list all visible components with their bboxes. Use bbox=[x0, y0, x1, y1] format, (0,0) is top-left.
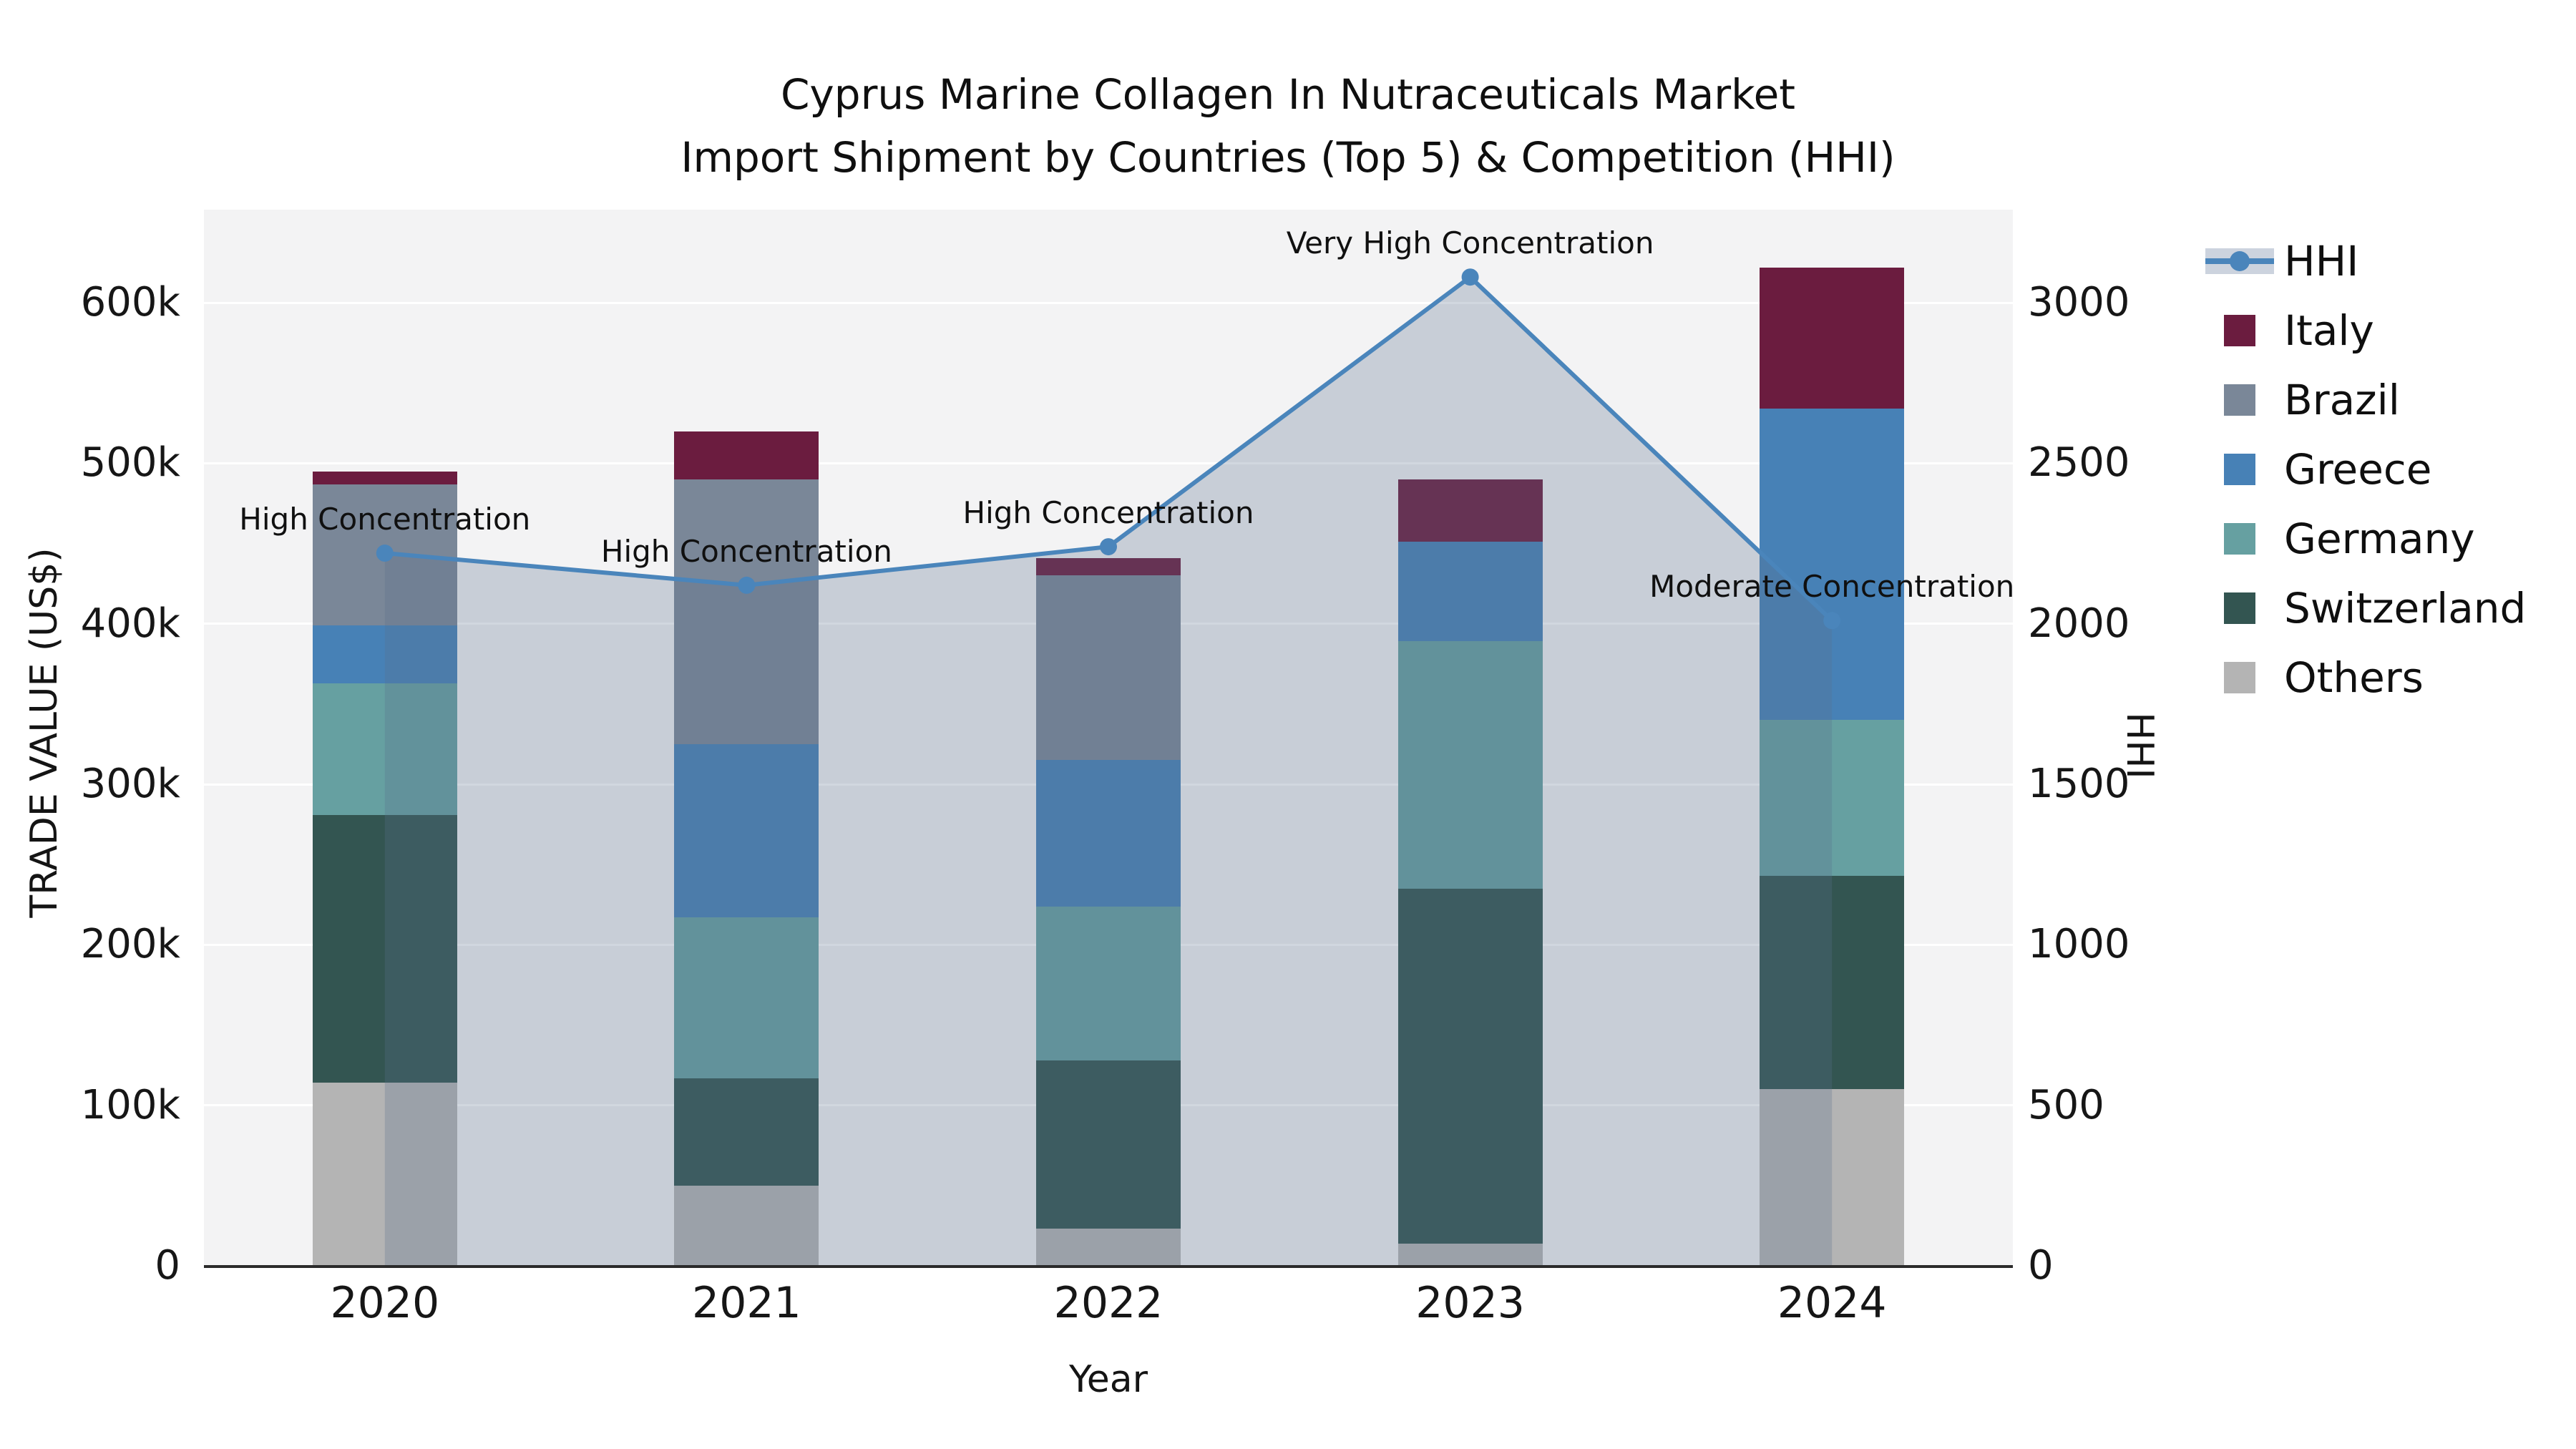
hhi-marker-2021 bbox=[738, 576, 756, 594]
bar-segment-others-2020 bbox=[312, 1083, 457, 1266]
hhi-line-layer bbox=[376, 268, 1841, 1266]
legend-label-brazil: Brazil bbox=[2284, 375, 2400, 424]
y-right-tick-label: 3000 bbox=[2028, 279, 2130, 326]
bar-segment-germany-2023 bbox=[1397, 641, 1543, 889]
y-right-tick-label: 0 bbox=[2028, 1242, 2054, 1289]
bar-segment-switzerland-2021 bbox=[674, 1078, 819, 1186]
gridline bbox=[204, 301, 2013, 304]
legend-item-brazil: Brazil bbox=[2205, 365, 2570, 434]
legend-label-germany: Germany bbox=[2284, 514, 2475, 563]
x-axis-title: Year bbox=[1068, 1358, 1148, 1401]
bar-segment-greece-2024 bbox=[1760, 409, 1905, 721]
x-tick-label-2021: 2021 bbox=[692, 1278, 801, 1328]
y-left-tick-label: 400k bbox=[80, 600, 180, 647]
y-left-tick-label: 600k bbox=[80, 279, 180, 326]
y-left-tick-label: 500k bbox=[80, 439, 180, 487]
bar-segment-germany-2024 bbox=[1760, 720, 1905, 876]
y-left-tick-label: 300k bbox=[80, 761, 180, 808]
bar-segment-germany-2021 bbox=[674, 917, 819, 1078]
legend-item-greece: Greece bbox=[2205, 434, 2570, 504]
legend-label-switzerland: Switzerland bbox=[2284, 583, 2527, 633]
gridline bbox=[204, 462, 2013, 464]
legend-swatch-others bbox=[2224, 661, 2255, 693]
legend-item-switzerland: Switzerland bbox=[2205, 573, 2570, 643]
y-right-tick-label: 500 bbox=[2028, 1081, 2104, 1128]
y-left-tick-label: 100k bbox=[80, 1081, 180, 1128]
bar-segment-switzerland-2023 bbox=[1397, 888, 1543, 1244]
bar-segment-switzerland-2020 bbox=[312, 814, 457, 1083]
legend-label-others: Others bbox=[2284, 653, 2424, 702]
right-axis-title: HHI bbox=[2118, 712, 2161, 779]
bar-segment-switzerland-2024 bbox=[1760, 875, 1905, 1090]
legend-swatch-brazil bbox=[2224, 384, 2255, 416]
hhi-annotation-2024: Moderate Concentration bbox=[1649, 569, 2015, 605]
legend-item-others: Others bbox=[2205, 643, 2570, 712]
y-left-tick-label: 200k bbox=[80, 921, 180, 968]
chart-title-line1: Cyprus Marine Collagen In Nutraceuticals… bbox=[780, 70, 1796, 119]
hhi-marker-2020 bbox=[376, 545, 394, 562]
bar-segment-switzerland-2022 bbox=[1036, 1060, 1181, 1229]
legend: HHI Italy Brazil Greece Germany Switzerland Ot… bbox=[2205, 226, 2570, 712]
y-right-tick-label: 1000 bbox=[2028, 921, 2130, 968]
bar-segment-italy-2020 bbox=[312, 471, 457, 484]
legend-swatch-switzerland bbox=[2224, 592, 2255, 624]
bar-segment-brazil-2022 bbox=[1036, 575, 1181, 761]
left-axis-title: TRADE VALUE (US$) bbox=[23, 547, 66, 918]
x-tick-label-2020: 2020 bbox=[330, 1278, 440, 1328]
x-tick-label-2022: 2022 bbox=[1053, 1278, 1163, 1328]
y-right-tick-label: 1500 bbox=[2028, 761, 2130, 808]
bar-segment-germany-2022 bbox=[1036, 906, 1181, 1060]
hhi-legend-sample-icon bbox=[2205, 248, 2274, 274]
y-right-tick-label: 2000 bbox=[2028, 600, 2130, 647]
legend-item-hhi: HHI bbox=[2205, 226, 2570, 296]
legend-label-italy: Italy bbox=[2284, 306, 2374, 355]
chart-title-line2: Import Shipment by Countries (Top 5) & C… bbox=[680, 133, 1896, 182]
x-tick-label-2024: 2024 bbox=[1777, 1278, 1887, 1328]
bar-segment-others-2022 bbox=[1036, 1229, 1181, 1266]
legend-swatch-germany bbox=[2224, 522, 2255, 555]
legend-swatch-greece bbox=[2224, 453, 2255, 485]
legend-label-hhi: HHI bbox=[2284, 236, 2359, 286]
x-tick-label-2023: 2023 bbox=[1415, 1278, 1525, 1328]
bar-segment-brazil-2021 bbox=[674, 479, 819, 744]
bar-segment-italy-2021 bbox=[674, 431, 819, 479]
hhi-area-fill bbox=[384, 277, 1833, 1266]
bar-segment-italy-2023 bbox=[1397, 479, 1543, 542]
x-axis-line bbox=[204, 1265, 2013, 1268]
legend-swatch-italy bbox=[2224, 314, 2255, 346]
bar-segment-greece-2020 bbox=[312, 625, 457, 683]
bar-segment-greece-2023 bbox=[1397, 542, 1543, 642]
hhi-annotation-2022: High Concentration bbox=[962, 495, 1254, 531]
legend-label-greece: Greece bbox=[2284, 444, 2432, 494]
y-right-tick-label: 2500 bbox=[2028, 439, 2130, 487]
bar-segment-greece-2022 bbox=[1036, 760, 1181, 907]
bar-segment-others-2023 bbox=[1397, 1243, 1543, 1266]
bar-segment-greece-2021 bbox=[674, 743, 819, 918]
bar-segment-germany-2020 bbox=[312, 683, 457, 815]
hhi-marker-2024 bbox=[1823, 612, 1841, 630]
bar-segment-italy-2024 bbox=[1760, 267, 1905, 409]
y-left-tick-label: 0 bbox=[155, 1242, 180, 1289]
chart-title: Cyprus Marine Collagen In Nutraceuticals… bbox=[0, 63, 2576, 189]
hhi-annotation-2023: Very High Concentration bbox=[1286, 225, 1654, 261]
hhi-marker-2022 bbox=[1100, 538, 1117, 556]
hhi-marker-2023 bbox=[1461, 268, 1479, 286]
bar-segment-others-2024 bbox=[1760, 1089, 1905, 1266]
legend-item-italy: Italy bbox=[2205, 296, 2570, 365]
bar-segment-others-2021 bbox=[674, 1185, 819, 1266]
hhi-legend-marker-icon bbox=[2230, 250, 2250, 271]
hhi-annotation-2021: High Concentration bbox=[600, 533, 892, 569]
hhi-annotation-2020: High Concentration bbox=[239, 502, 531, 537]
legend-item-germany: Germany bbox=[2205, 504, 2570, 573]
bar-segment-italy-2022 bbox=[1036, 557, 1181, 576]
